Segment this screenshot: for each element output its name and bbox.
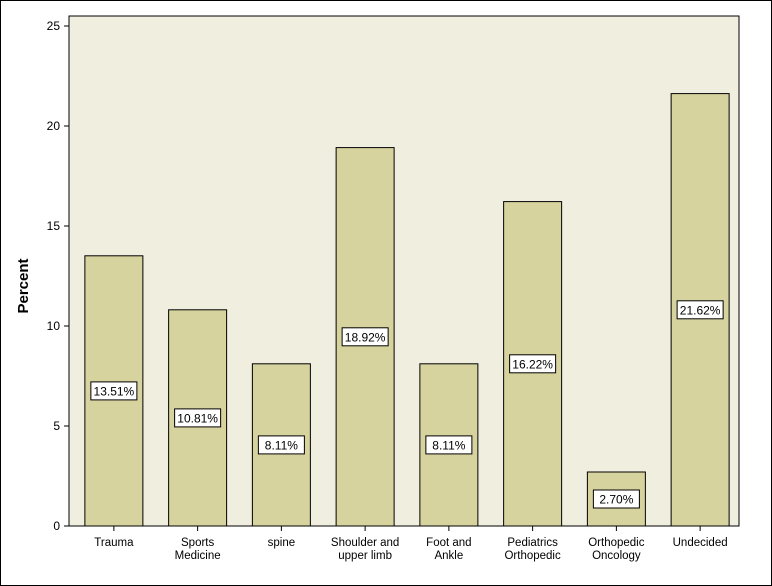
x-tick-label: Trauma	[94, 537, 134, 549]
data-labels-group: 13.51% 10.81% 8.11% 18.92% 8.11% 16.22% 2.70% 2…	[90, 300, 724, 509]
data-label-box	[509, 354, 557, 374]
data-label-box	[341, 327, 389, 347]
data-label-text: 21.62%	[680, 303, 721, 317]
data-label-box	[257, 435, 305, 455]
y-tick-label: 10	[47, 319, 61, 333]
y-tick-label: 20	[47, 119, 61, 133]
data-label: 21.62%	[676, 300, 724, 320]
data-label-box	[90, 381, 138, 401]
data-label-text: 8.11%	[432, 438, 465, 452]
data-label-text: 10.81%	[177, 411, 218, 425]
y-tick-label: 0	[53, 519, 60, 533]
bars-group	[84, 93, 730, 527]
data-label-box	[592, 489, 640, 509]
y-axis: 0 5 10 15 20 25	[47, 19, 69, 533]
x-axis: Trauma Sports Medicine spine Shoulder and upp…	[94, 526, 728, 562]
data-label-box	[425, 435, 473, 455]
y-tick-label: 15	[47, 219, 61, 233]
data-label: 18.92%	[341, 327, 389, 347]
x-tick-label: spine	[268, 537, 296, 549]
data-label: 8.11%	[257, 435, 305, 455]
data-label-text: 8.11%	[265, 438, 298, 452]
x-tick-label: Shoulder and upper limb	[331, 537, 399, 562]
y-tick-label: 5	[53, 419, 60, 433]
data-label: 16.22%	[509, 354, 557, 374]
data-label: 10.81%	[174, 408, 222, 428]
x-tick-label: Orthopedic Oncology	[588, 537, 645, 562]
data-label-box	[676, 300, 724, 320]
data-label-text: 16.22%	[512, 357, 553, 371]
data-label: 13.51%	[90, 381, 138, 401]
y-tick-label: 25	[47, 19, 61, 33]
x-tick-label: Pediatrics Orthopedic	[504, 537, 561, 562]
data-label-text: 13.51%	[94, 384, 135, 398]
y-axis-title: Percent	[15, 258, 32, 313]
x-tick-label: Foot and Ankle	[426, 537, 471, 562]
data-label-text: 2.70%	[599, 493, 633, 507]
x-tick-label: Sports Medicine	[175, 537, 221, 562]
data-label-box	[174, 408, 222, 428]
x-tick-label: Undecided	[673, 537, 728, 549]
data-label-text: 18.92%	[345, 330, 386, 344]
data-label: 8.11%	[425, 435, 473, 455]
data-label: 2.70%	[592, 489, 640, 509]
